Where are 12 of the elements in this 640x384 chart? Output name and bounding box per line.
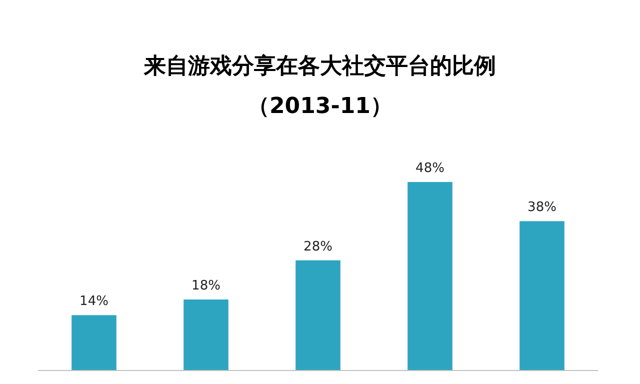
data-label: 28% [304,239,332,254]
bar [184,300,228,370]
data-label: 48% [416,161,444,176]
data-label: 18% [192,278,220,294]
bar [72,315,116,370]
chart-title: 来自游戏分享在各大社交平台的比例 [143,53,496,79]
bar [408,182,452,370]
data-label: 14% [80,294,108,310]
bar [520,221,564,370]
chart-subtitle: （2013-11） [248,94,392,119]
data-label: 38% [528,200,556,216]
bar [296,260,340,370]
